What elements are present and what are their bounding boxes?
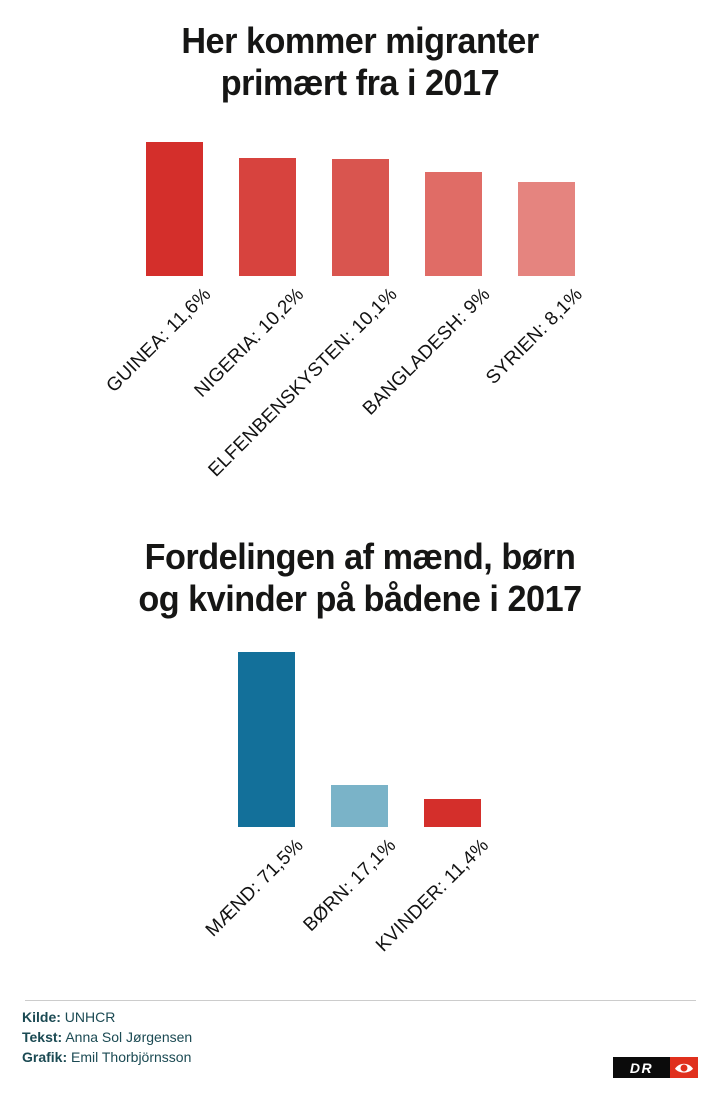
dr-eye-icon xyxy=(674,1063,694,1073)
dr-logo: DR xyxy=(613,1057,698,1078)
dr-logo-text: DR xyxy=(613,1057,670,1078)
credit-source-label: Kilde: xyxy=(22,1009,61,1025)
bar-maend xyxy=(238,652,295,827)
credit-graphics-value: Emil Thorbjörnsson xyxy=(71,1049,192,1065)
chart1-title: Her kommer migranter primært fra i 2017 xyxy=(18,20,702,104)
credit-text: Tekst: Anna Sol Jørgensen xyxy=(22,1027,192,1047)
bar-guinea xyxy=(146,142,203,276)
credit-source: Kilde: UNHCR xyxy=(22,1007,192,1027)
bar-boern xyxy=(331,785,388,827)
chart2-title: Fordelingen af mænd, børn og kvinder på … xyxy=(18,536,702,620)
bar-label-boern: BØRN: 17,1% xyxy=(299,835,401,936)
chart2-title-line1: Fordelingen af mænd, børn xyxy=(144,536,576,577)
credit-text-label: Tekst: xyxy=(22,1029,63,1045)
bar-syrien xyxy=(518,182,575,276)
credit-graphics-label: Grafik: xyxy=(22,1049,68,1065)
bar-elfenbenskysten xyxy=(332,159,389,276)
bar-nigeria xyxy=(239,158,296,276)
credits-block: Kilde: UNHCR Tekst: Anna Sol Jørgensen G… xyxy=(22,1007,192,1067)
dr-eye-box xyxy=(670,1057,698,1078)
credit-source-value: UNHCR xyxy=(64,1009,116,1025)
credit-graphics: Grafik: Emil Thorbjörnsson xyxy=(22,1047,192,1067)
bar-kvinder xyxy=(424,799,481,827)
chart2-title-line2: og kvinder på bådene i 2017 xyxy=(138,578,582,619)
footer-divider xyxy=(25,1000,696,1001)
credit-text-value: Anna Sol Jørgensen xyxy=(65,1029,193,1045)
bar-label-maend: MÆND: 71,5% xyxy=(201,835,308,941)
chart1-title-line2: primært fra i 2017 xyxy=(220,62,500,103)
chart1-title-line1: Her kommer migranter xyxy=(181,20,539,61)
bar-bangladesh xyxy=(425,172,482,276)
